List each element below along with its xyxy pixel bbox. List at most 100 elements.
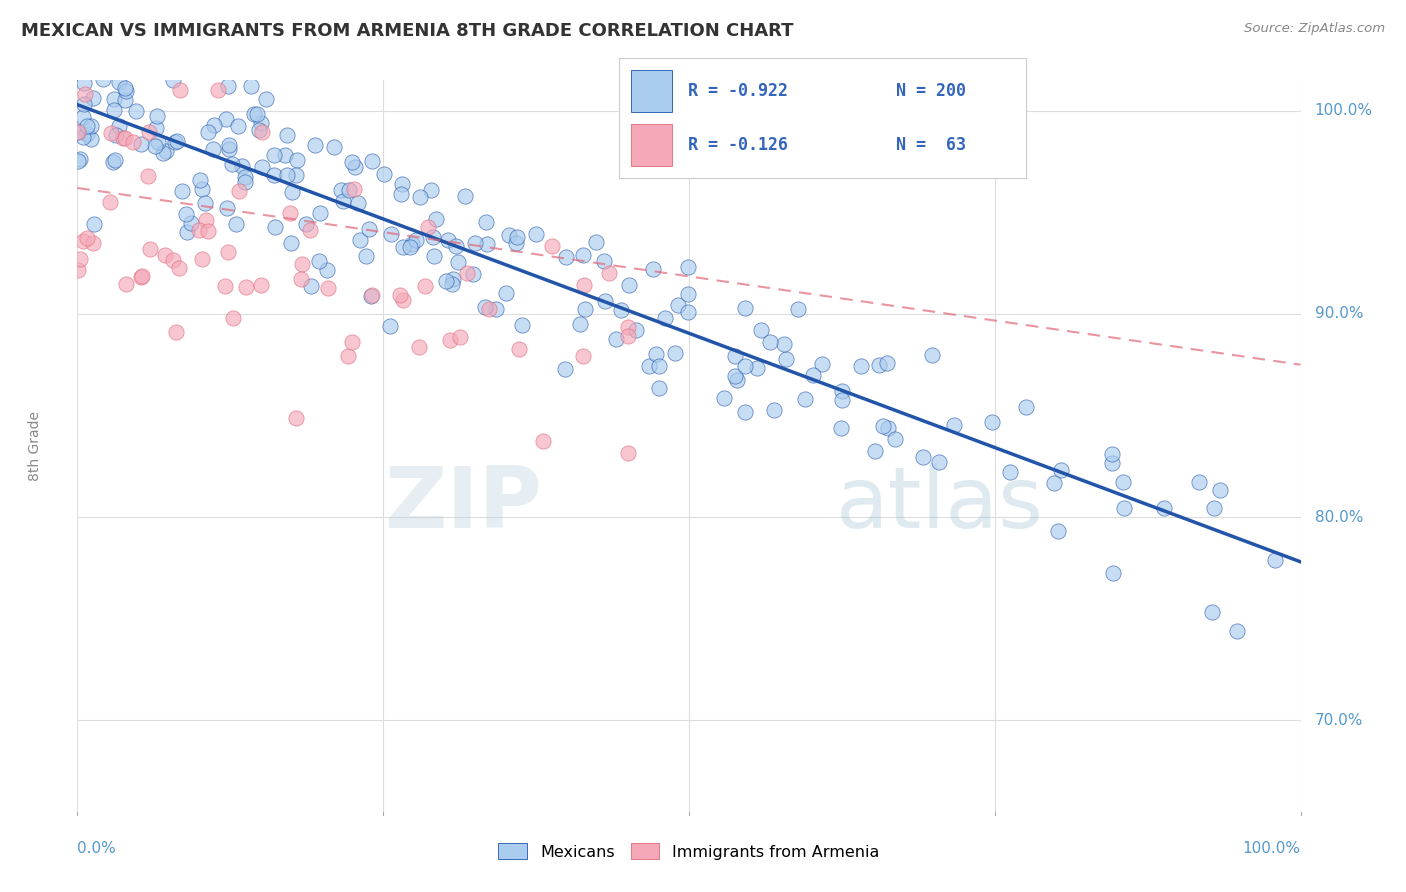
Point	[849, 359, 872, 374]
Point	[498, 228, 520, 243]
Point	[921, 348, 943, 362]
Point	[637, 359, 659, 374]
Point	[378, 318, 401, 333]
Point	[340, 154, 363, 169]
Point	[337, 182, 360, 196]
Point	[593, 293, 616, 308]
Point	[138, 169, 160, 184]
Point	[510, 318, 533, 332]
Point	[235, 175, 257, 189]
Point	[758, 334, 780, 349]
Point	[1015, 401, 1038, 415]
Point	[1187, 475, 1209, 490]
Point	[103, 103, 125, 117]
Point	[391, 293, 413, 307]
Point	[475, 214, 498, 228]
Point	[114, 130, 136, 145]
Point	[250, 161, 273, 175]
Point	[389, 186, 412, 201]
Point	[114, 93, 136, 107]
Text: N = 200: N = 200	[896, 82, 966, 100]
Point	[66, 125, 89, 139]
Point	[495, 286, 517, 301]
Point	[217, 201, 239, 215]
Point	[678, 305, 700, 319]
Point	[191, 252, 214, 266]
Point	[190, 182, 212, 196]
Point	[475, 236, 498, 251]
Point	[1101, 456, 1123, 470]
Point	[419, 183, 441, 197]
Point	[101, 155, 124, 169]
Point	[153, 248, 176, 262]
Point	[585, 235, 607, 250]
Point	[593, 253, 616, 268]
Point	[146, 135, 169, 149]
Point	[169, 83, 191, 97]
Point	[235, 280, 257, 294]
Point	[877, 420, 900, 434]
Point	[831, 392, 853, 407]
Point	[143, 139, 166, 153]
Point	[373, 167, 395, 181]
Point	[82, 91, 104, 105]
Point	[793, 392, 815, 406]
Text: R = -0.922: R = -0.922	[688, 82, 787, 100]
Point	[91, 71, 114, 86]
Point	[434, 274, 457, 288]
Bar	[631, 124, 672, 166]
Point	[254, 92, 277, 106]
Point	[811, 357, 834, 371]
Point	[146, 109, 169, 123]
Point	[276, 168, 298, 182]
Point	[76, 127, 98, 141]
Point	[291, 257, 314, 271]
Point	[167, 260, 190, 275]
Point	[485, 302, 508, 317]
Text: 100.0%: 100.0%	[1243, 841, 1301, 856]
Point	[195, 213, 218, 227]
Point	[447, 255, 470, 269]
Point	[598, 266, 620, 280]
Point	[676, 260, 699, 275]
Point	[440, 277, 463, 291]
Point	[723, 350, 745, 364]
Point	[115, 277, 138, 292]
Point	[648, 359, 671, 373]
Point	[231, 160, 253, 174]
Point	[188, 172, 211, 186]
Point	[214, 278, 236, 293]
Point	[176, 226, 198, 240]
Point	[876, 355, 898, 369]
Point	[478, 301, 501, 316]
Point	[868, 358, 890, 372]
Point	[1046, 524, 1069, 538]
Point	[162, 252, 184, 267]
Point	[197, 224, 219, 238]
Point	[830, 420, 852, 434]
Point	[425, 211, 447, 226]
Point	[574, 278, 596, 293]
Point	[617, 329, 640, 343]
Point	[505, 235, 527, 250]
Point	[340, 334, 363, 349]
Point	[162, 73, 184, 87]
Point	[222, 311, 245, 326]
Point	[1050, 463, 1073, 477]
Point	[129, 269, 152, 284]
Point	[361, 287, 384, 301]
Point	[644, 347, 666, 361]
Point	[114, 80, 136, 95]
Point	[981, 415, 1004, 429]
Point	[166, 134, 188, 148]
Point	[409, 190, 432, 204]
Point	[1202, 500, 1225, 515]
Point	[398, 240, 420, 254]
Point	[863, 443, 886, 458]
Point	[734, 359, 756, 374]
Point	[1201, 606, 1223, 620]
Point	[725, 373, 748, 387]
Point	[89, 63, 111, 78]
Point	[388, 287, 411, 301]
Point	[80, 119, 103, 133]
